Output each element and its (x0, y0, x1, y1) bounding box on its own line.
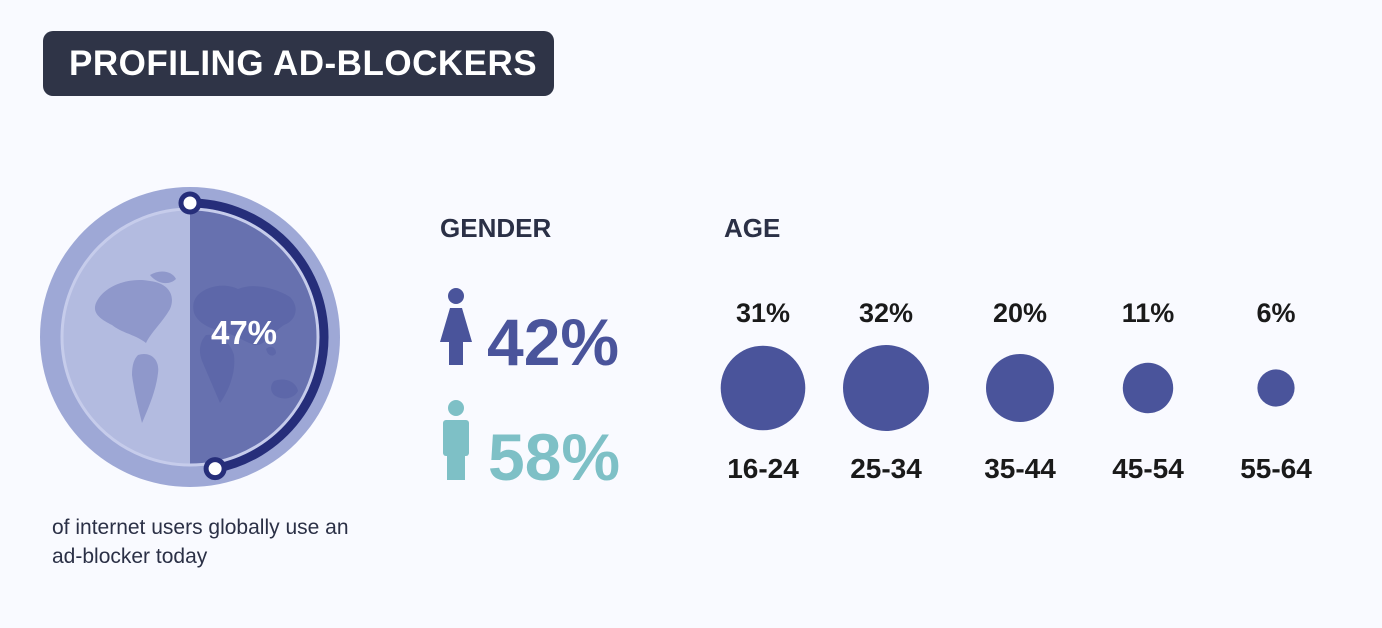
age-bubble-35-44 (986, 354, 1054, 422)
globe-share-arc (189, 198, 329, 474)
globe-graphic: 47% (40, 187, 340, 487)
arc-start-knob (178, 191, 202, 215)
female-share-value: 42% (487, 305, 620, 379)
title-badge: PROFILING AD-BLOCKERS (43, 31, 554, 96)
gender-heading: GENDER (440, 213, 552, 243)
age-value-label: 32% (859, 298, 913, 328)
age-value-label: 31% (736, 298, 790, 328)
age-category-label: 55-64 (1240, 453, 1312, 484)
age-bubble-45-54 (1122, 362, 1174, 414)
globe-caption: of internet users globally use an ad-blo… (52, 516, 349, 568)
age-bubble-16-24 (720, 345, 806, 431)
age-category-label: 25-34 (850, 453, 922, 484)
page-title: PROFILING AD-BLOCKERS (69, 43, 538, 83)
age-value-label: 20% (993, 298, 1047, 328)
globe-share-highlight (190, 209, 318, 465)
female-icon (440, 288, 472, 365)
age-category-label: 45-54 (1112, 453, 1184, 484)
age-bubble-55-64 (1257, 369, 1295, 407)
age-bubble-25-34 (843, 345, 929, 431)
age-category-label: 16-24 (727, 453, 799, 484)
globe-value-label: 47% (211, 314, 277, 351)
male-icon (443, 400, 469, 480)
age-category-label: 35-44 (984, 453, 1056, 484)
male-share-value: 58% (488, 420, 621, 494)
age-value-label: 6% (1256, 298, 1295, 328)
age-bubble-chart: 31% 16-24 32% 25-34 20% 35-44 11% 45-54 6% 55-64 (720, 298, 1312, 484)
age-heading: AGE (724, 213, 781, 243)
age-value-label: 11% (1122, 298, 1175, 328)
arc-end-knob (203, 457, 227, 481)
